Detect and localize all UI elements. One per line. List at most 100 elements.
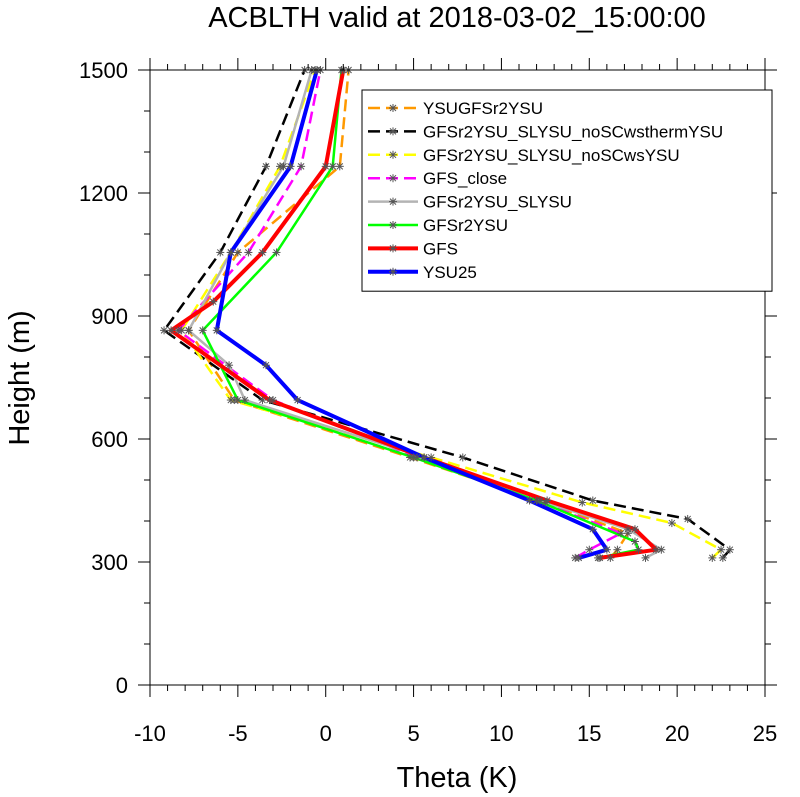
data-point [167, 326, 176, 335]
legend-label: GFSr2YSU_SLYSU_noSCwsthermYSU [423, 122, 723, 141]
legend-label: GFSr2YSU_SLYSU [423, 193, 572, 212]
data-point [335, 162, 344, 171]
data-point [225, 361, 234, 370]
data-point [458, 453, 467, 462]
data-point [160, 326, 169, 335]
data-point [634, 545, 643, 554]
legend-item: YSUGFSr2YSU [368, 99, 543, 118]
y-tick-label: 0 [116, 673, 128, 698]
data-point [427, 453, 436, 462]
data-point [641, 553, 650, 562]
legend-marker [389, 150, 397, 159]
data-point [209, 297, 218, 306]
data-point [293, 396, 302, 405]
data-point [226, 248, 235, 257]
data-point [708, 553, 717, 562]
data-point [261, 361, 270, 370]
data-point [630, 537, 639, 546]
series-line [201, 69, 640, 560]
x-tick-label: -5 [228, 721, 248, 746]
data-point [613, 545, 622, 554]
x-tick-label: 25 [753, 721, 777, 746]
data-point [286, 162, 295, 171]
data-point [543, 496, 552, 505]
data-point [272, 248, 281, 257]
data-point [595, 553, 604, 562]
y-tick-label: 1500 [79, 58, 128, 83]
legend-label: GFS [423, 239, 458, 258]
y-tick-label: 900 [91, 304, 128, 329]
y-tick-label: 600 [91, 427, 128, 452]
data-point [606, 553, 615, 562]
legend-item: GFSr2YSU [368, 216, 508, 235]
data-point [725, 545, 734, 554]
data-point [585, 545, 594, 554]
legend-box [361, 89, 773, 292]
legend-item: GFSr2YSU_SLYSU [368, 193, 572, 212]
data-point [683, 514, 692, 523]
series-5 [201, 69, 640, 560]
legend-marker [389, 104, 397, 112]
data-point [588, 525, 597, 534]
x-tick-label: -10 [134, 721, 166, 746]
data-point [525, 496, 534, 505]
legend-label: YSUGFSr2YSU [423, 99, 543, 118]
axes: -10 -5 0 5 10 15 20 25 0 300 600 900 1200 1500 [79, 58, 777, 746]
data-point [184, 326, 193, 335]
legend-marker [389, 244, 397, 253]
y-tick-label: 300 [91, 550, 128, 575]
legend: YSUGFSr2YSU GFSr2YSU_SLYSU_noSCwsthermYSU… [361, 89, 773, 292]
legend-item: GFS_close [368, 169, 507, 188]
plot-area [160, 66, 734, 562]
legend-item: GFSr2YSU_SLYSU_noSCwsYSU [368, 146, 680, 165]
legend-marker [389, 127, 397, 136]
legend-marker [389, 197, 397, 206]
x-axis-label: Theta (K) [397, 762, 518, 794]
data-point [297, 162, 306, 171]
data-point [409, 453, 418, 462]
data-point [718, 553, 727, 562]
data-point [240, 396, 249, 405]
chart-title: ACBLTH valid at 2018-03-02_15:00:00 [208, 2, 706, 34]
data-point [216, 248, 225, 257]
data-point [667, 519, 676, 528]
legend-item: GFSr2YSU_SLYSU_noSCwsthermYSU [368, 122, 723, 141]
legend-item: GFS [368, 239, 458, 258]
x-tick-label: 10 [489, 721, 513, 746]
data-point [198, 326, 207, 335]
data-point [623, 525, 632, 534]
legend-label: GFSr2YSU_SLYSU_noSCwsYSU [423, 146, 680, 165]
data-point [652, 545, 661, 554]
data-point [717, 545, 726, 554]
x-tick-label: 0 [320, 721, 332, 746]
data-point [588, 496, 597, 505]
legend-label: GFS_close [423, 169, 507, 188]
data-point [321, 162, 330, 171]
data-point [265, 396, 274, 405]
plot-frame [149, 69, 766, 686]
x-tick-label: 5 [407, 721, 419, 746]
data-point [578, 498, 587, 507]
legend-item: YSU25 [368, 263, 477, 282]
series-0-markers [184, 66, 632, 562]
y-axis-label: Height (m) [4, 310, 36, 445]
data-point [532, 496, 541, 505]
data-point [574, 553, 583, 562]
data-point [602, 545, 611, 554]
data-point [328, 162, 337, 171]
x-tick-label: 15 [577, 721, 601, 746]
data-point [261, 162, 270, 171]
data-point [258, 248, 267, 257]
data-point [233, 396, 242, 405]
data-point [226, 396, 235, 405]
legend-label: YSU25 [423, 263, 477, 282]
data-point [258, 396, 267, 405]
legend-marker [389, 267, 397, 276]
data-point [174, 326, 183, 335]
data-point [279, 162, 288, 171]
y-tick-label: 1200 [79, 181, 128, 206]
data-point [420, 453, 429, 462]
x-tick-label: 20 [665, 721, 689, 746]
data-point [244, 248, 253, 257]
